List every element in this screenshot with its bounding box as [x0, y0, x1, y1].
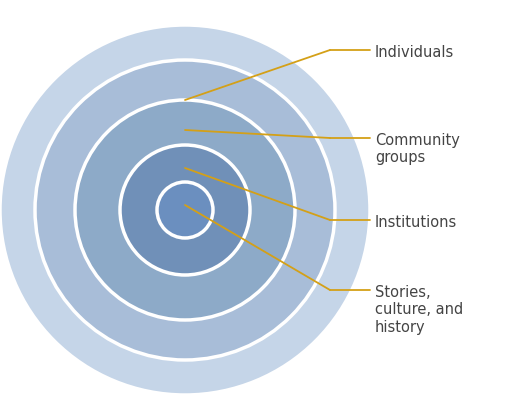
- Text: Community
groups: Community groups: [375, 133, 460, 165]
- Circle shape: [120, 145, 250, 275]
- Text: Institutions: Institutions: [375, 215, 457, 230]
- Circle shape: [75, 100, 295, 320]
- Text: Individuals: Individuals: [375, 45, 454, 60]
- Text: Stories,
culture, and
history: Stories, culture, and history: [375, 285, 463, 335]
- Circle shape: [157, 182, 213, 238]
- Circle shape: [35, 60, 335, 360]
- Circle shape: [0, 25, 370, 395]
